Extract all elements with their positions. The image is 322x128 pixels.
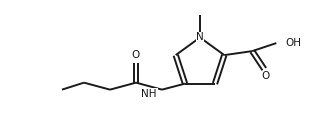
Text: O: O <box>261 71 270 81</box>
Text: N: N <box>196 33 204 42</box>
Text: O: O <box>132 50 140 60</box>
Text: OH: OH <box>285 38 301 48</box>
Text: NH: NH <box>141 89 157 99</box>
